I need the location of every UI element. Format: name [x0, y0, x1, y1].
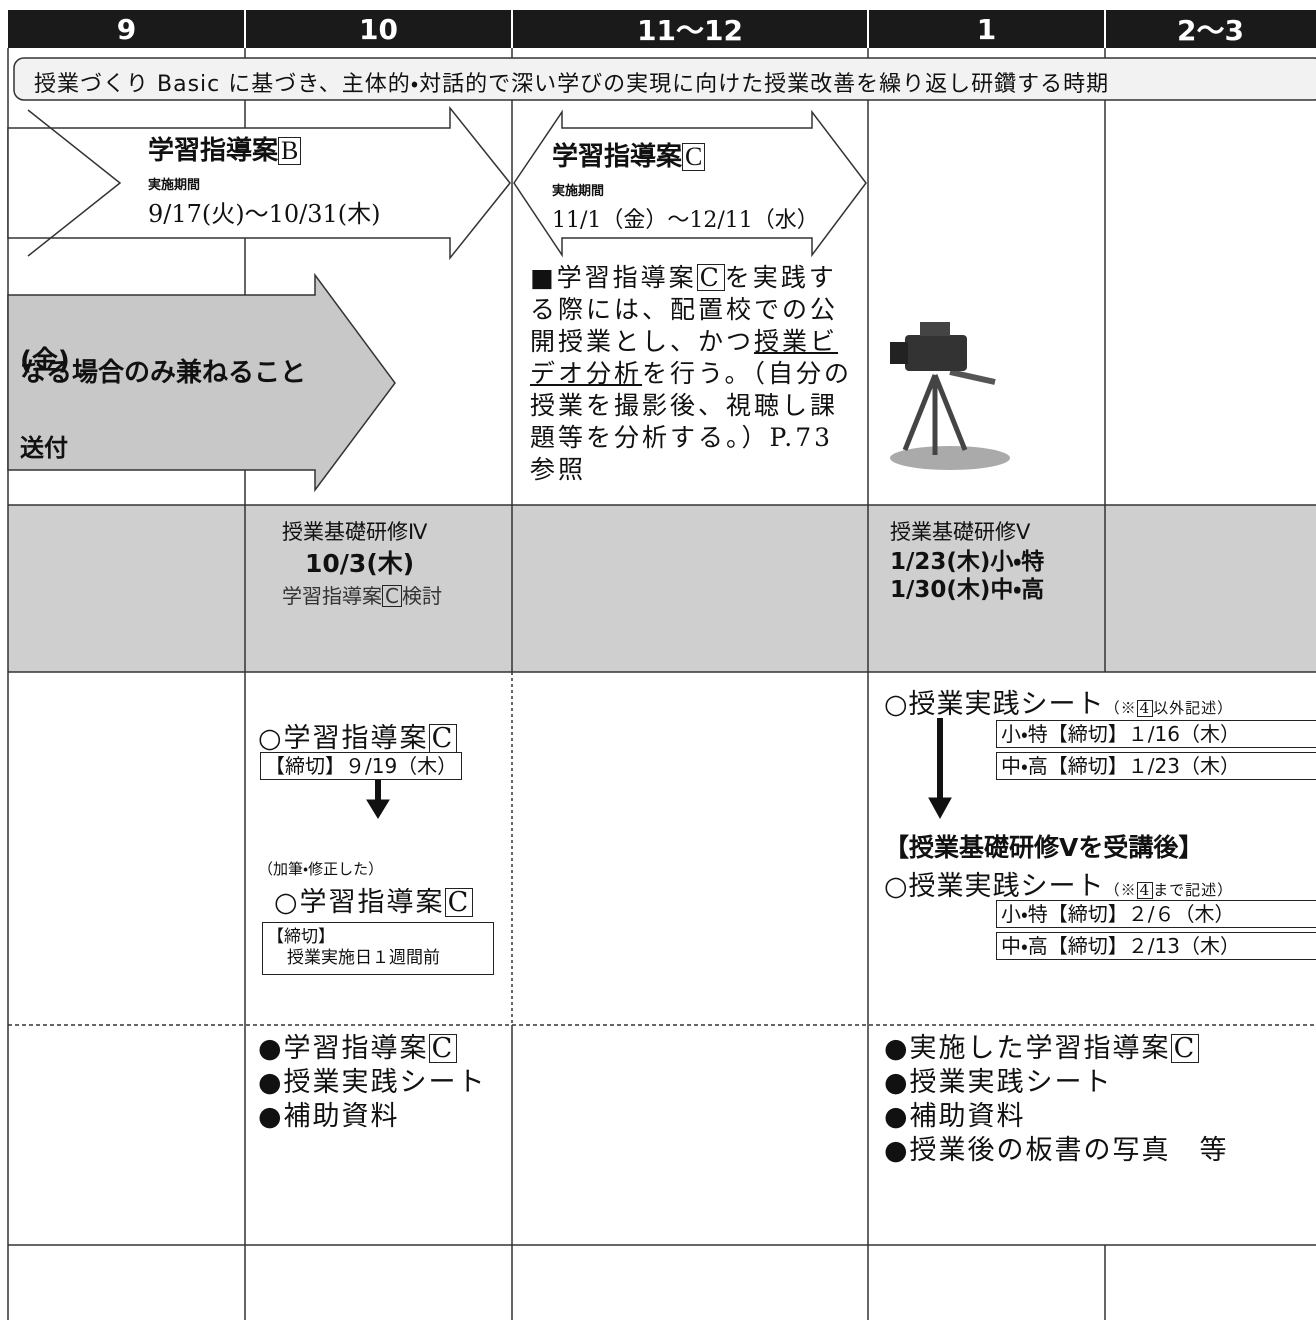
- deadline: 中・高【締切】１/23（木）: [996, 752, 1316, 780]
- submission-item: ○授業実践シート（※ 4 以外記述）: [884, 682, 1233, 721]
- arrow-b: [7, 105, 511, 261]
- gray-arrow-text: (金): [20, 346, 70, 376]
- text: ○授業実践シート: [884, 689, 1105, 720]
- submission-item: ○学習指導案 C: [258, 716, 458, 755]
- training-title: 授業基礎研修Ⅳ: [282, 520, 428, 544]
- gray-arrow-text: なる場合のみ兼ねること: [20, 358, 307, 388]
- gray-arrow: [7, 272, 396, 493]
- plan-c-title: 学習指導案 C: [552, 136, 706, 173]
- plan-b-title: 学習指導案 B: [148, 130, 302, 167]
- number-box: 4: [1136, 882, 1154, 899]
- period-label: 実施期間: [552, 184, 605, 199]
- material-item: ●補助資料: [884, 1101, 1026, 1132]
- text: （※: [1104, 699, 1137, 717]
- gray-row: [8, 505, 1316, 672]
- material-item: ●授業実践シート: [884, 1067, 1113, 1098]
- month: 10: [359, 12, 398, 46]
- month: 11〜12: [637, 14, 743, 47]
- text: まで記述）: [1153, 881, 1234, 899]
- training-date: 1/23(木)小・特: [890, 549, 1045, 575]
- training-date: 10/3(木): [305, 549, 415, 578]
- material-item: ●授業後の板書の写真 等: [884, 1135, 1229, 1166]
- text: を行う。（自分の授業を撮影後、視聴し課題等を分析する。）P.73 参照: [530, 359, 853, 484]
- underlined-text: 授業ビデオ分析: [530, 327, 839, 388]
- submission-item: ○学習指導案 C: [274, 880, 474, 919]
- text: 授業実施日１週間前: [287, 948, 440, 969]
- letter-box: B: [278, 137, 302, 165]
- note: （※ 4 まで記述）: [1105, 881, 1234, 899]
- arrow-c: [513, 109, 867, 258]
- month: 2〜3: [1177, 14, 1244, 47]
- text: 学習指導案: [282, 584, 382, 608]
- deadline-box: 【締切】 授業実施日１週間前: [262, 922, 494, 975]
- material-item: ●補助資料: [258, 1101, 400, 1132]
- text: 【締切】: [267, 927, 335, 947]
- period: 11/1（金）〜12/11（水）: [552, 208, 819, 233]
- text: ○学習指導案: [274, 887, 445, 918]
- header-bar: [8, 10, 1316, 48]
- materials: ●学習指導案 C ●授業実践シート ●補助資料: [258, 1032, 487, 1134]
- deadline: 小・特【締切】２/６（木）: [996, 900, 1316, 928]
- training-note: 学習指導案 C 検討: [282, 580, 442, 609]
- text: ■学習指導案: [530, 263, 697, 292]
- gray-arrow-text: 送付: [20, 434, 68, 462]
- text: ●学習指導案: [258, 1033, 429, 1064]
- note: （※ 4 以外記述）: [1105, 699, 1234, 717]
- month: 9: [116, 12, 137, 46]
- text: を実践する際には、配置校での公開授業とし、かつ: [530, 263, 839, 356]
- letter-box: C: [444, 888, 474, 917]
- practice-note: ■学習指導案 C を実践する際には、配置校での公開授業とし、かつ授業ビデオ分析を行う…: [530, 262, 856, 486]
- period: 9/17(火)〜10/31(木): [148, 200, 381, 228]
- revised-note: （加筆・修正した）: [258, 860, 384, 878]
- deadline: 【締切】９/19（木）: [260, 752, 463, 780]
- material-item: ●授業実践シート: [258, 1067, 487, 1098]
- submission-item: ○授業実践シート（※ 4 まで記述）: [884, 864, 1233, 903]
- text: 学習指導案: [148, 136, 279, 166]
- letter-box: C: [428, 1034, 458, 1063]
- training-title: 授業基礎研修Ⅴ: [890, 520, 1031, 544]
- grid: [7, 48, 1316, 1320]
- banner-box: [13, 57, 1316, 101]
- text: 検討: [401, 584, 442, 608]
- material-item: ●実施した学習指導案 C: [884, 1032, 1229, 1066]
- month: 1: [976, 12, 997, 46]
- text: ●実施した学習指導案: [884, 1033, 1171, 1064]
- text: ○授業実践シート: [884, 871, 1105, 902]
- banner-text: 授業づくり Basic に基づき、主体的・対話的で深い学びの実現に向けた授業改善…: [34, 72, 1110, 97]
- after-training: 【授業基礎研修Ⅴを受講後】: [884, 833, 1204, 862]
- number-box: 4: [1136, 700, 1154, 717]
- period-label: 実施期間: [148, 178, 201, 193]
- text: （※: [1104, 881, 1137, 899]
- letter-box: C: [682, 143, 706, 171]
- letter-box: C: [382, 585, 402, 607]
- flow-arrows: [366, 718, 952, 820]
- deadline: 中・高【締切】２/13（木）: [996, 932, 1316, 960]
- letter-box: C: [428, 724, 458, 753]
- letter-box: C: [696, 264, 725, 291]
- letter-box: C: [1170, 1034, 1200, 1063]
- materials: ●実施した学習指導案 C ●授業実践シート ●補助資料 ●授業後の板書の写真 等: [884, 1032, 1229, 1168]
- material-item: ●学習指導案 C: [258, 1032, 487, 1066]
- text: 以外記述）: [1153, 699, 1234, 717]
- camera-icon: [890, 322, 1010, 470]
- text: ○学習指導案: [258, 723, 429, 754]
- deadline: 小・特【締切】１/16（木）: [996, 720, 1316, 748]
- text: 学習指導案: [552, 142, 683, 172]
- training-date: 1/30(木)中・高: [890, 577, 1045, 603]
